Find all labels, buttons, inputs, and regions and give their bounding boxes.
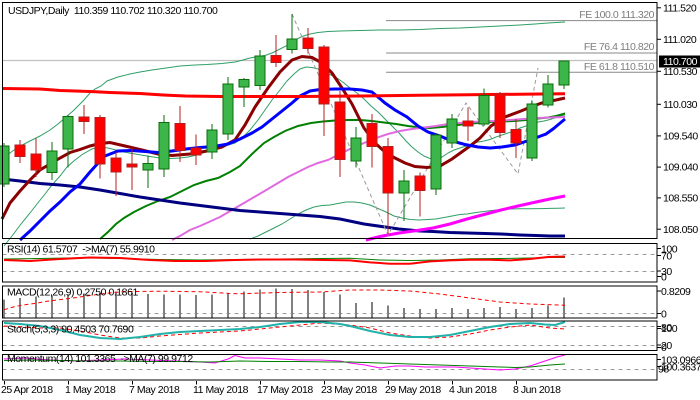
svg-text:1 May 2018: 1 May 2018: [65, 384, 116, 396]
svg-text:80: 80: [661, 322, 672, 334]
svg-text:FE 61.8 110.510: FE 61.8 110.510: [584, 61, 655, 73]
svg-text:103.0966: 103.0966: [661, 355, 700, 367]
svg-text:25 Apr 2018: 25 Apr 2018: [1, 384, 53, 396]
svg-text:23 May 2018: 23 May 2018: [321, 384, 377, 396]
svg-text:100.3637: 100.3637: [661, 362, 700, 374]
svg-text:Stoch(5,3,3) 90.4503 70.7690: Stoch(5,3,3) 90.4503 70.7690: [7, 324, 134, 336]
svg-text:70: 70: [661, 251, 672, 263]
svg-text:20: 20: [661, 340, 672, 352]
svg-text:110.530: 110.530: [663, 66, 698, 78]
svg-text:29 May 2018: 29 May 2018: [385, 384, 441, 396]
svg-text:RSI(14) 61.5707 ->MA(7) 55.99: RSI(14) 61.5707 ->MA(7) 55.9910: [7, 244, 155, 256]
svg-text:FE 76.4 110.820: FE 76.4 110.820: [584, 41, 655, 53]
svg-text:0: 0: [661, 309, 667, 321]
svg-text:FE 100.0 111.320: FE 100.0 111.320: [579, 9, 654, 21]
svg-text:100: 100: [661, 244, 678, 256]
svg-text:98: 98: [658, 364, 669, 376]
svg-text:108.050: 108.050: [663, 224, 698, 236]
svg-text:110.030: 110.030: [663, 99, 698, 111]
svg-text:8 Jun 2018: 8 Jun 2018: [513, 384, 561, 396]
svg-text:109.040: 109.040: [663, 162, 698, 174]
svg-text:100: 100: [661, 323, 678, 335]
svg-text:111.020: 111.020: [663, 34, 697, 46]
svg-text:30: 30: [661, 266, 672, 278]
svg-text:17 May 2018: 17 May 2018: [257, 384, 313, 396]
svg-text:4 Jun 2018: 4 Jun 2018: [449, 384, 497, 396]
svg-text:7 May 2018: 7 May 2018: [129, 384, 180, 396]
svg-text:0.8209: 0.8209: [661, 286, 691, 298]
svg-text:110.700: 110.700: [663, 56, 698, 68]
svg-text:111.520: 111.520: [663, 2, 697, 14]
svg-text:11 May 2018: 11 May 2018: [193, 384, 249, 396]
svg-text:0: 0: [661, 272, 667, 284]
svg-text:MACD(12,26,9) 0.2750 0.1861: MACD(12,26,9) 0.2750 0.1861: [7, 287, 138, 299]
svg-text:109.540: 109.540: [663, 131, 698, 143]
svg-text:108.550: 108.550: [663, 193, 698, 205]
svg-text:Momentum(14) 101.3365 ->MA(7): Momentum(14) 101.3365 ->MA(7) 99.9712: [7, 353, 193, 365]
svg-text:USDJPY,Daily 110.359 110.702: USDJPY,Daily 110.359 110.702 110.320 110…: [8, 5, 218, 17]
svg-text:0: 0: [661, 342, 667, 354]
